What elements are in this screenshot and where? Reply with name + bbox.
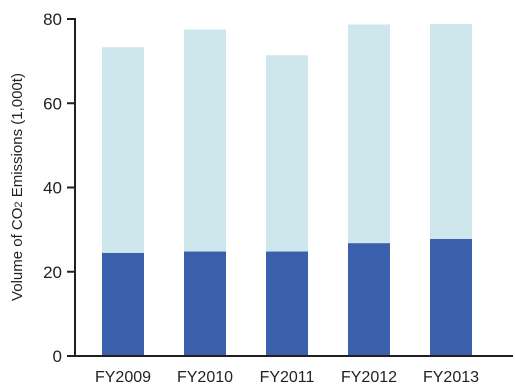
bar-FY2012-segment-2 xyxy=(348,24,390,244)
y-axis-title-subscript: 2 xyxy=(13,201,25,207)
bar-FY2013-segment-2 xyxy=(430,24,472,239)
y-tick-label: 0 xyxy=(53,347,62,366)
x-tick-label: FY2012 xyxy=(341,369,397,386)
x-tick-label: FY2013 xyxy=(423,369,479,386)
y-axis-title-part2: Emissions (1,000t) xyxy=(9,73,26,201)
y-axis-title: Volume of CO2 Emissions (1,000t) xyxy=(9,73,26,301)
bar-FY2010-segment-2 xyxy=(184,29,226,252)
bar-FY2011-segment-2 xyxy=(266,55,308,252)
bar-FY2009-segment-1 xyxy=(102,252,144,356)
bar-FY2010-segment-1 xyxy=(184,251,226,356)
x-tick-label: FY2010 xyxy=(177,369,233,386)
x-tick-label: FY2011 xyxy=(260,369,315,386)
y-ticks-layer: 0 20 40 60 80 xyxy=(43,10,75,366)
bar-FY2009-segment-2 xyxy=(102,47,144,253)
bar-FY2012-segment-1 xyxy=(348,243,390,356)
x-labels-layer: FY2009 FY2010 FY2011 FY2012 FY2013 xyxy=(95,369,479,386)
bar-FY2011-segment-1 xyxy=(266,251,308,356)
bars-layer xyxy=(102,24,472,356)
bar-FY2013-segment-1 xyxy=(430,238,472,356)
y-axis-title-part1: Volume of CO xyxy=(9,208,26,301)
x-tick-label: FY2009 xyxy=(95,369,151,386)
y-tick-label: 80 xyxy=(43,10,62,29)
y-tick-label: 20 xyxy=(43,263,62,282)
y-tick-label: 40 xyxy=(43,179,62,198)
y-tick-label: 60 xyxy=(43,94,62,113)
